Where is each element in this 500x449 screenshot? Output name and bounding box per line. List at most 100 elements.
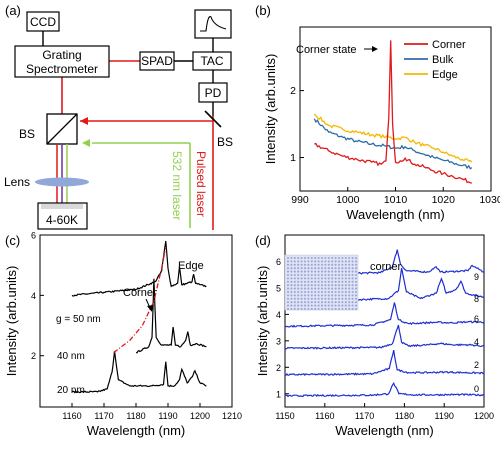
lattice-hole xyxy=(290,307,293,311)
lattice-hole xyxy=(348,297,351,300)
lattice-hole xyxy=(341,294,344,297)
spectrum-line-offset-2 xyxy=(284,349,485,377)
panel-d-y-tick-label: 1 xyxy=(276,389,281,399)
panel-b-x-tick-label: 990 xyxy=(291,194,309,206)
lattice-hole xyxy=(348,273,351,277)
spectrum-line-offset-8 xyxy=(352,267,485,302)
lattice-hole xyxy=(334,260,337,263)
lattice-hole xyxy=(307,301,310,304)
lattice-hole xyxy=(341,260,344,263)
lattice-hole xyxy=(310,277,313,280)
lattice-hole xyxy=(303,287,307,290)
lattice-hole xyxy=(303,280,307,283)
lattice-hole xyxy=(307,256,310,260)
spectrum-line-offset-6 xyxy=(284,302,485,328)
lattice-hole xyxy=(344,304,347,307)
lattice-inset xyxy=(284,254,359,311)
lattice-hole xyxy=(293,301,296,304)
lattice-hole xyxy=(327,304,330,307)
series-line-bulk xyxy=(313,118,473,170)
lattice-hole xyxy=(314,284,317,287)
lattice-hole xyxy=(314,270,317,273)
lattice-hole xyxy=(317,273,320,277)
spectrum-line-20-nm xyxy=(71,351,207,394)
lattice-hole xyxy=(290,273,293,277)
lattice-hole xyxy=(293,280,296,283)
lattice-hole xyxy=(351,267,354,270)
lattice-hole xyxy=(320,301,324,304)
lattice-hole xyxy=(317,270,320,273)
series-line-corner xyxy=(314,40,472,184)
lattice-hole xyxy=(307,297,310,300)
lattice-hole xyxy=(337,273,341,277)
lattice-hole xyxy=(327,284,330,287)
corner-state-arrowhead xyxy=(372,46,378,52)
panel-d-x-tick-label: 1200 xyxy=(474,411,494,421)
panel-d-plot: 1150 1160 1170 1180 1190 1200 1 2 3 4 5 6 Wavelength… xyxy=(255,234,494,438)
lattice-hole xyxy=(293,290,296,294)
lattice-hole xyxy=(324,307,327,311)
panel-b-plot: 990 1000 1010 1020 1030 1 2 Wavelength (nm) Inte… xyxy=(263,26,500,222)
lattice-hole xyxy=(293,263,296,266)
lattice-hole xyxy=(286,256,290,260)
lattice-hole xyxy=(307,290,310,294)
lattice-hole xyxy=(303,290,307,294)
lattice-hole xyxy=(310,260,313,263)
lattice-hole xyxy=(334,307,337,311)
lattice-hole xyxy=(354,290,358,294)
cryostat-label: 4-60K xyxy=(46,213,78,227)
lattice-hole xyxy=(307,263,310,266)
lattice-hole xyxy=(331,256,334,260)
lattice-hole xyxy=(327,297,330,300)
lattice-hole xyxy=(314,287,317,290)
lattice-hole xyxy=(344,294,347,297)
panel-b-legend: Corner Bulk Edge xyxy=(398,30,488,82)
lattice-hole xyxy=(307,294,310,297)
lattice-hole xyxy=(344,290,347,294)
lattice-hole xyxy=(327,280,330,283)
lattice-hole xyxy=(327,277,330,280)
lattice-hole xyxy=(354,307,358,311)
lattice-hole xyxy=(286,267,290,270)
lattice-hole xyxy=(341,307,344,311)
lattice-hole xyxy=(303,301,307,304)
lattice-hole xyxy=(341,280,344,283)
lattice-hole xyxy=(303,307,307,311)
lattice-hole xyxy=(290,256,293,260)
edge-annotation: Edge xyxy=(178,260,204,272)
corner-state-annotation: Corner state xyxy=(296,44,357,56)
lattice-hole xyxy=(310,297,313,300)
lattice-hole xyxy=(337,290,341,294)
lattice-hole xyxy=(331,304,334,307)
lattice-hole xyxy=(286,287,290,290)
lattice-hole xyxy=(300,267,303,270)
lattice-hole xyxy=(354,304,358,307)
lattice-hole xyxy=(334,294,337,297)
lattice-hole xyxy=(317,301,320,304)
offset-label-2: 2 xyxy=(474,360,479,370)
lattice-hole xyxy=(310,263,313,266)
lattice-hole xyxy=(320,280,324,283)
lattice-hole xyxy=(290,270,293,273)
lattice-hole xyxy=(286,307,290,311)
lattice-hole xyxy=(320,267,324,270)
lattice-hole xyxy=(314,277,317,280)
lattice-hole xyxy=(320,297,324,300)
lattice-hole xyxy=(307,284,310,287)
lattice-hole xyxy=(348,270,351,273)
offset-label-0: 0 xyxy=(474,384,479,394)
panel-c-plot: 1160 1170 1180 1190 1200 1210 2 4 6 Wavelength (n… xyxy=(4,231,242,439)
panel-c-y-axis-label: Intensity (arb.units) xyxy=(4,266,19,377)
lattice-hole xyxy=(331,267,334,270)
lattice-hole xyxy=(354,273,358,277)
lattice-hole xyxy=(334,290,337,294)
panel-c-x-tick-label: 1160 xyxy=(62,411,81,421)
pulse-trace-icon xyxy=(200,16,227,32)
lattice-hole xyxy=(344,284,347,287)
lattice-hole xyxy=(310,267,313,270)
lattice-hole xyxy=(354,270,358,273)
lattice-hole xyxy=(293,297,296,300)
lattice-hole xyxy=(354,260,358,263)
lattice-hole xyxy=(348,287,351,290)
lattice-hole xyxy=(327,290,330,294)
